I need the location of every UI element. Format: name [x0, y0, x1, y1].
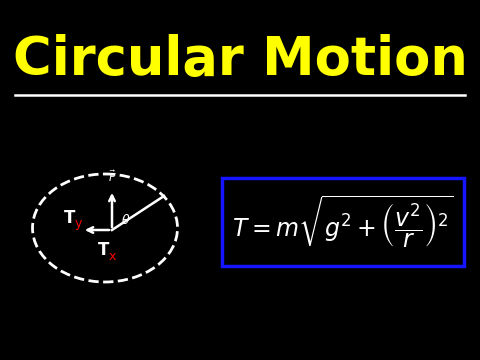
- Text: $T = m\sqrt{g^2 + \left(\dfrac{v^2}{r}\right)^2}$: $T = m\sqrt{g^2 + \left(\dfrac{v^2}{r}\r…: [232, 194, 454, 250]
- Text: T: T: [98, 241, 110, 259]
- Text: $\theta$: $\theta$: [121, 213, 131, 227]
- Text: y: y: [74, 217, 82, 230]
- Text: x: x: [108, 249, 116, 262]
- Text: T: T: [64, 209, 76, 227]
- Text: Circular Motion: Circular Motion: [12, 34, 468, 86]
- Text: $\vec{F}$: $\vec{F}$: [108, 168, 116, 184]
